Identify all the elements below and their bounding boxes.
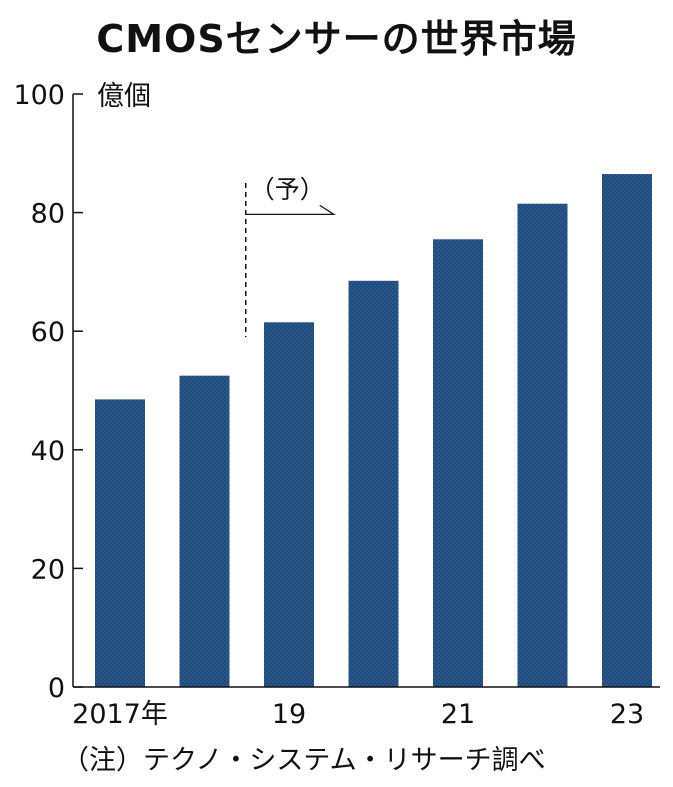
bar-2022 bbox=[517, 203, 568, 687]
y-axis: 0 20 40 60 80 100 bbox=[13, 80, 83, 704]
bar-chart: 0 20 40 60 80 100 2017年 19 21 23 （予） 億個 bbox=[13, 80, 660, 730]
bar-2019 bbox=[264, 322, 314, 687]
bar-2017 bbox=[95, 399, 145, 687]
x-tick-label: 2017年 bbox=[72, 699, 168, 730]
x-axis: 2017年 19 21 23 bbox=[72, 686, 660, 730]
forecast-arrow bbox=[245, 204, 336, 216]
bar-2018 bbox=[179, 375, 230, 687]
y-tick-label: 100 bbox=[13, 80, 65, 111]
forecast-marker: （予） bbox=[245, 175, 336, 338]
y-axis-unit-label: 億個 bbox=[97, 81, 151, 112]
y-tick-label: 60 bbox=[31, 317, 65, 348]
bars bbox=[95, 174, 652, 687]
y-tick-label: 0 bbox=[48, 673, 65, 704]
bar-2023 bbox=[602, 174, 652, 687]
chart-title: CMOSセンサーの世界市場 bbox=[96, 17, 577, 61]
bar-2021 bbox=[433, 239, 483, 687]
y-tick-label: 20 bbox=[31, 554, 65, 585]
bar-2020 bbox=[348, 280, 399, 687]
x-tick-label: 21 bbox=[441, 699, 475, 730]
y-tick-label: 40 bbox=[31, 436, 65, 467]
x-tick-label: 19 bbox=[272, 699, 306, 730]
y-tick-label: 80 bbox=[31, 199, 65, 230]
x-tick-label: 23 bbox=[610, 699, 644, 730]
forecast-label: （予） bbox=[250, 175, 325, 204]
source-note: （注）テクノ・システム・リサーチ調べ bbox=[62, 745, 546, 776]
